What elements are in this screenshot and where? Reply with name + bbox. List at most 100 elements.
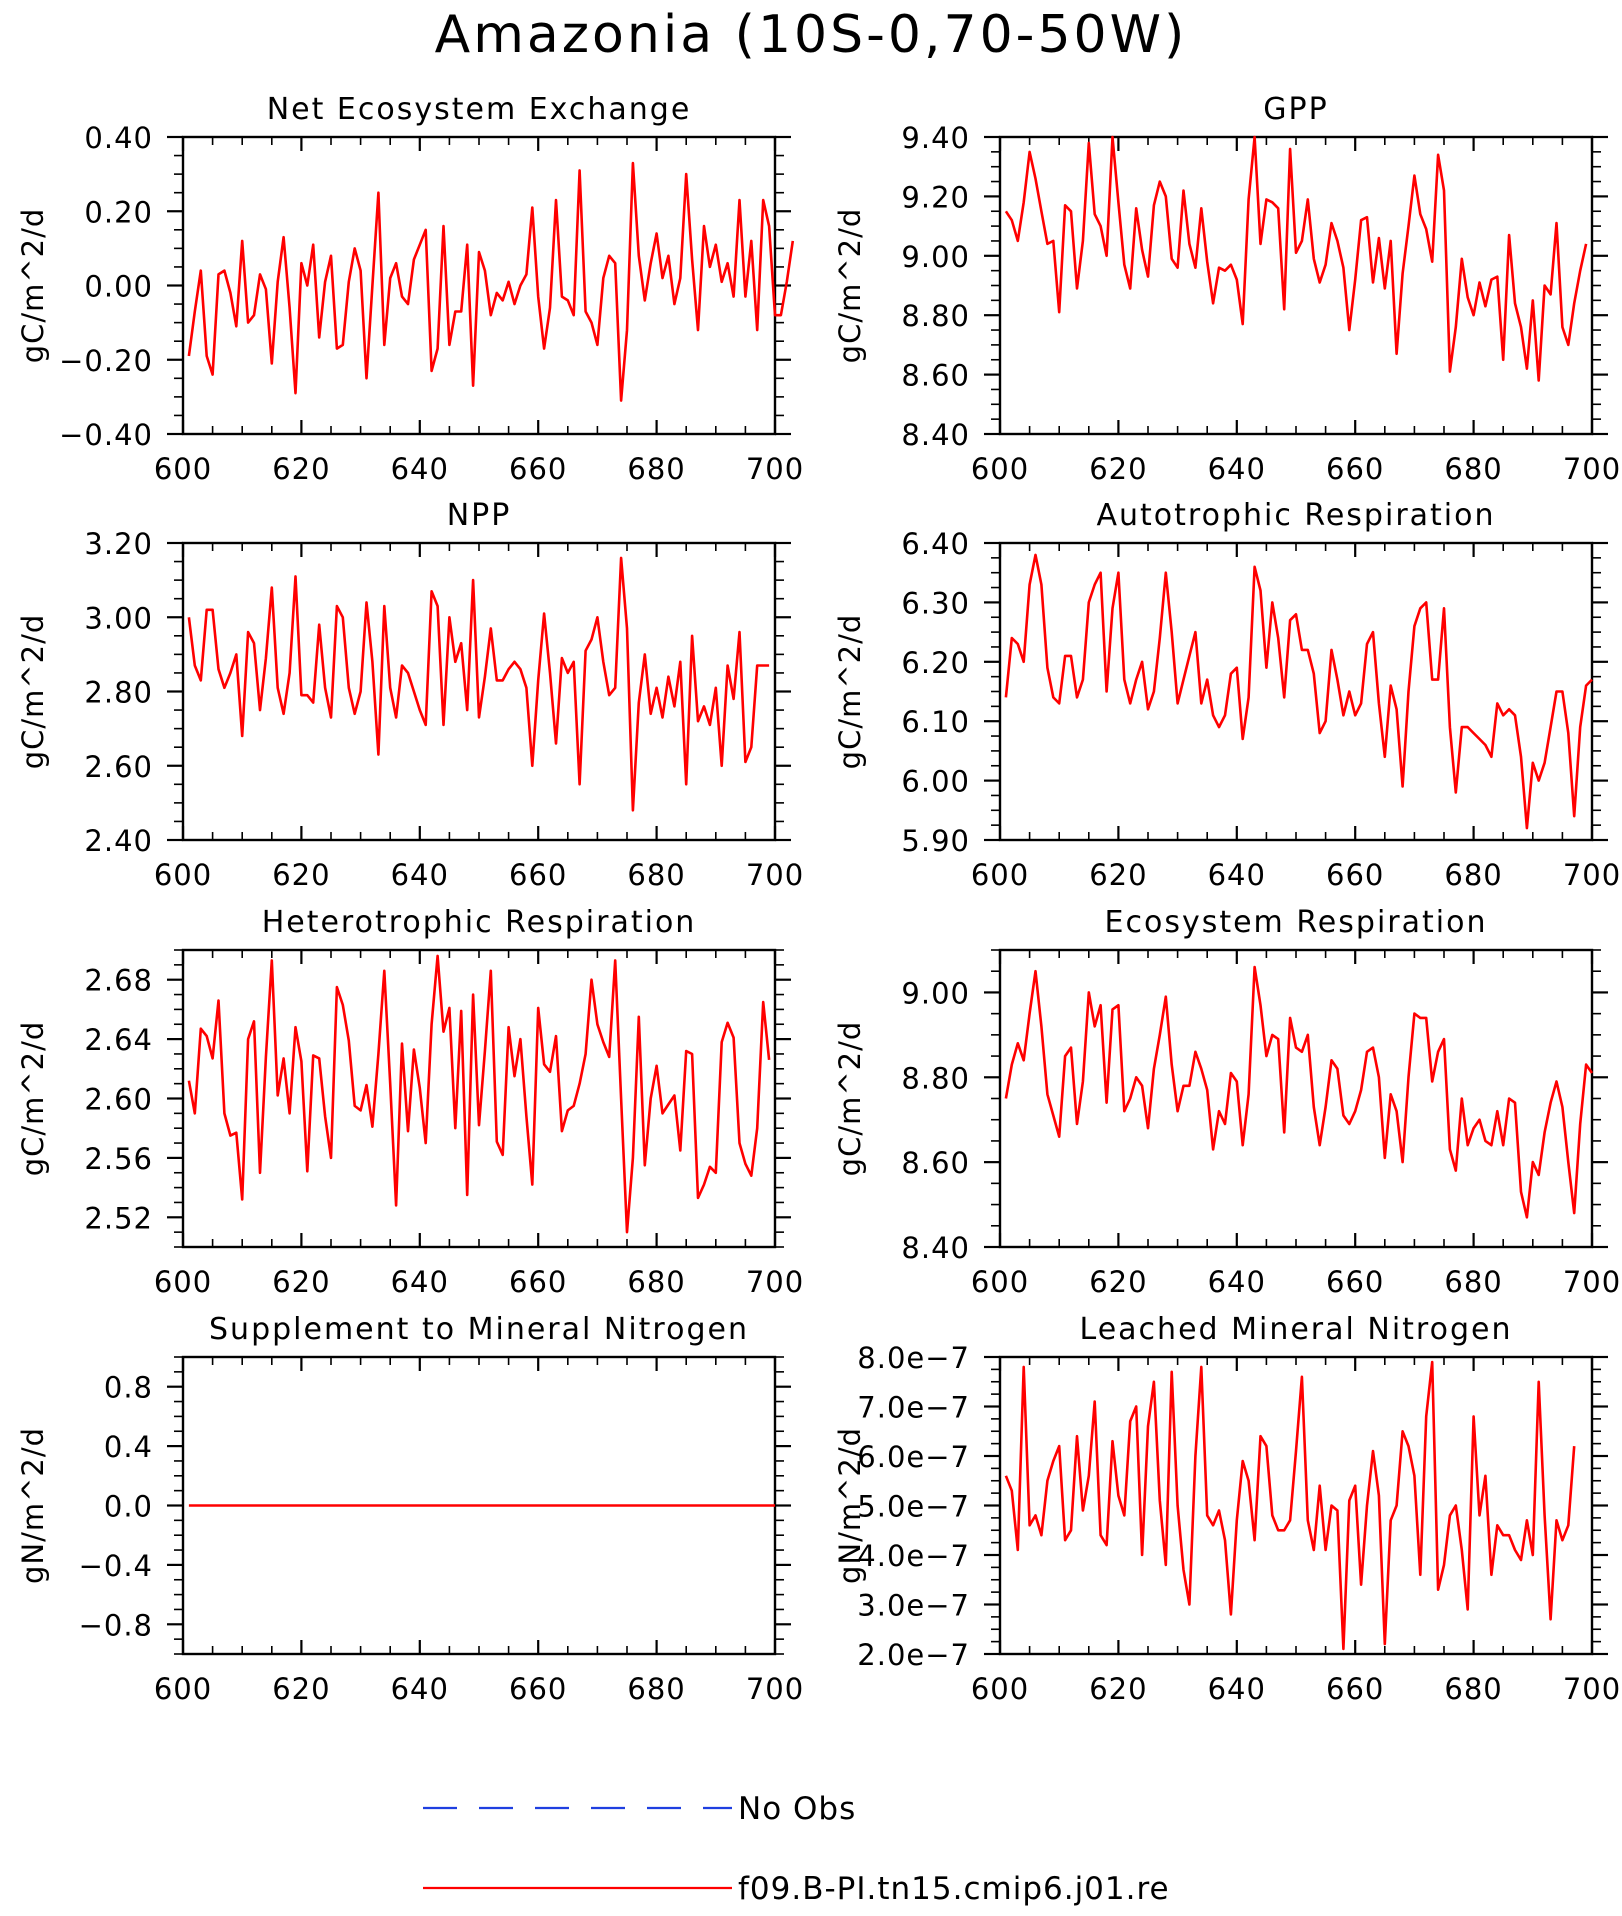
- panel-supplement-to-mineral-nitrogen: Supplement to Mineral Nitrogen gN/m^2/d 60…: [16, 1312, 804, 1706]
- x-tick-label: 700: [746, 1672, 804, 1706]
- panel-title: Ecosystem Respiration: [1105, 905, 1488, 940]
- x-tick-label: 700: [1563, 452, 1621, 486]
- y-tick-label: 3.20: [84, 527, 153, 561]
- y-axis-label: gC/m^2/d: [16, 614, 50, 770]
- y-tick-label: 3.0e−7: [857, 1589, 970, 1623]
- x-tick-label: 700: [746, 1265, 804, 1299]
- x-tick-label: 680: [627, 1265, 685, 1299]
- y-tick-label: −0.4: [79, 1549, 153, 1583]
- x-tick-label: 660: [1326, 1265, 1384, 1299]
- y-axis-label: gN/m^2/d: [833, 1427, 867, 1584]
- y-tick-label: 0.8: [104, 1371, 153, 1405]
- x-tick-label: 640: [1208, 1672, 1266, 1706]
- x-tick-label: 600: [154, 452, 212, 486]
- y-tick-label: 0.40: [84, 121, 153, 155]
- legend: No Obs f09.B-PI.tn15.cmip6.j01.re: [423, 1791, 1170, 1907]
- x-tick-label: 640: [391, 858, 449, 892]
- panel-autotrophic-respiration: Autotrophic Respiration gC/m^2/d 600 620 640…: [833, 498, 1620, 892]
- y-tick-label: 6.00: [901, 765, 970, 799]
- y-tick-label: 6.10: [901, 705, 970, 739]
- figure-title: Amazonia (10S-0,70-50W): [435, 5, 1188, 65]
- x-tick-label: 640: [391, 1265, 449, 1299]
- x-tick-label: 660: [509, 858, 567, 892]
- y-tick-label: 2.0e−7: [857, 1638, 970, 1672]
- y-tick-label: 5.90: [901, 824, 970, 858]
- x-tick-label: 620: [272, 452, 330, 486]
- y-tick-label: 8.0e−7: [857, 1341, 970, 1375]
- y-tick-label: 8.40: [901, 418, 970, 452]
- x-tick-label: 680: [1444, 1672, 1502, 1706]
- series-line: [1004, 1360, 1576, 1651]
- y-tick-label: 8.80: [901, 1061, 970, 1095]
- y-axis-label: gC/m^2/d: [833, 208, 867, 364]
- y-tick-label: 4.0e−7: [857, 1539, 970, 1573]
- x-tick-label: 700: [1563, 1672, 1621, 1706]
- x-tick-label: 620: [1089, 1672, 1147, 1706]
- series-line: [1004, 553, 1593, 830]
- series-line: [187, 556, 770, 812]
- y-tick-label: 3.00: [84, 601, 153, 635]
- x-tick-label: 680: [627, 858, 685, 892]
- panel-ecosystem-respiration: Ecosystem Respiration gC/m^2/d 600 620 640 66…: [833, 905, 1620, 1299]
- y-tick-label: 8.80: [901, 299, 970, 333]
- y-axis-label: gC/m^2/d: [16, 208, 50, 364]
- x-tick-label: 600: [971, 1672, 1029, 1706]
- y-tick-label: 2.80: [84, 676, 153, 710]
- x-tick-label: 620: [1089, 452, 1147, 486]
- y-tick-label: 9.40: [901, 121, 970, 155]
- x-tick-label: 640: [1208, 452, 1266, 486]
- y-tick-label: 7.0e−7: [857, 1391, 970, 1425]
- x-tick-label: 660: [1326, 858, 1384, 892]
- x-tick-label: 600: [971, 858, 1029, 892]
- x-tick-label: 660: [509, 1265, 567, 1299]
- y-tick-label: 9.00: [901, 976, 970, 1010]
- x-tick-label: 660: [1326, 1672, 1384, 1706]
- y-tick-label: 0.4: [104, 1430, 153, 1464]
- x-tick-label: 620: [272, 858, 330, 892]
- y-tick-label: −0.8: [79, 1608, 153, 1642]
- y-tick-label: 8.40: [901, 1231, 970, 1265]
- y-tick-label: 0.20: [84, 195, 153, 229]
- x-tick-label: 620: [1089, 858, 1147, 892]
- panel-npp: NPP gC/m^2/d 600 620 640 660 680 700 2.40 2.60 2.8…: [16, 498, 803, 892]
- x-tick-label: 680: [627, 452, 685, 486]
- x-tick-label: 640: [1208, 1265, 1266, 1299]
- x-tick-label: 700: [746, 452, 804, 486]
- y-tick-label: 0.00: [84, 270, 153, 304]
- y-tick-label: 2.52: [84, 1201, 153, 1235]
- x-tick-label: 600: [971, 1265, 1029, 1299]
- y-tick-label: 0.0: [104, 1490, 153, 1524]
- y-tick-label: 5.0e−7: [857, 1490, 970, 1524]
- y-tick-label: 8.60: [901, 1146, 970, 1180]
- panel-leached-mineral-nitrogen: Leached Mineral Nitrogen gN/m^2/d 600 620 64…: [833, 1312, 1621, 1706]
- panel-title: NPP: [447, 498, 512, 533]
- x-tick-label: 620: [272, 1672, 330, 1706]
- x-tick-label: 660: [509, 452, 567, 486]
- y-axis-label: gC/m^2/d: [833, 1021, 867, 1177]
- x-tick-label: 680: [1444, 452, 1502, 486]
- x-tick-label: 600: [154, 1265, 212, 1299]
- x-tick-label: 660: [509, 1672, 567, 1706]
- y-tick-label: 6.20: [901, 646, 970, 680]
- x-tick-label: 620: [272, 1265, 330, 1299]
- panel-heterotrophic-respiration: Heterotrophic Respiration gC/m^2/d 600 620 6…: [16, 905, 804, 1299]
- x-tick-label: 600: [154, 858, 212, 892]
- plot-frame: [998, 541, 1594, 842]
- x-tick-label: 600: [154, 1672, 212, 1706]
- panel-title: Supplement to Mineral Nitrogen: [209, 1312, 749, 1347]
- y-axis-label: gN/m^2/d: [16, 1427, 50, 1584]
- y-tick-label: 2.40: [84, 824, 153, 858]
- y-tick-label: 2.60: [84, 750, 153, 784]
- panel-gpp: GPP gC/m^2/d 600 620 640 660 680 700 8.40 8.60 8.8…: [833, 92, 1621, 486]
- series-line: [1004, 135, 1588, 382]
- y-tick-label: 9.00: [901, 240, 970, 274]
- panel-net-ecosystem-exchange: Net Ecosystem Exchange gC/m^2/d 600 620 640 6…: [16, 92, 804, 486]
- legend-label-no-obs: No Obs: [738, 1791, 856, 1827]
- y-tick-label: 6.30: [901, 586, 970, 620]
- y-axis-label: gC/m^2/d: [833, 614, 867, 770]
- legend-label-model-run: f09.B-PI.tn15.cmip6.j01.re: [738, 1871, 1170, 1907]
- y-tick-label: 6.0e−7: [857, 1440, 970, 1474]
- y-tick-label: −0.40: [59, 418, 153, 452]
- series-line: [1004, 965, 1594, 1219]
